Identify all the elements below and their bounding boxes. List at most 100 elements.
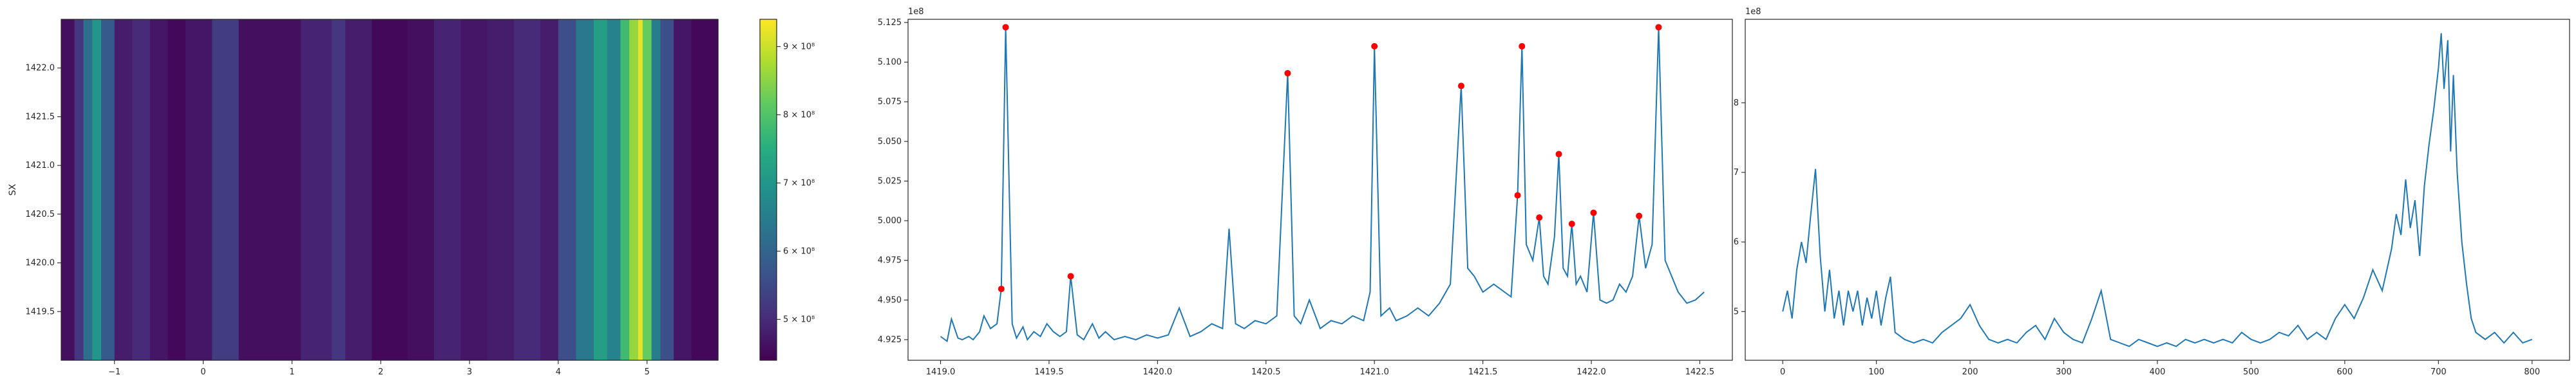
heatmap-column: [61, 19, 75, 360]
heatmap-column: [660, 19, 674, 360]
y-tick-label: 5.125: [878, 18, 902, 28]
peak-marker: [1568, 221, 1575, 227]
y-tick-label: 6: [1734, 237, 1739, 247]
heatmap-x-tick-label: 3: [467, 367, 472, 377]
y-tick-label: 4.925: [878, 335, 902, 345]
heatmap-column: [92, 19, 102, 360]
heatmap-y-tick-label: 1421.5: [26, 112, 55, 122]
heatmap-column: [83, 19, 93, 360]
heatmap-cells: [61, 19, 719, 360]
peak-marker: [1536, 214, 1543, 221]
y-tick-label: 5.050: [878, 137, 902, 147]
index-axes: 0 100 200 300 400 500 600 700 800 5 6 7 8: [1734, 98, 2541, 377]
heatmap-column: [332, 19, 346, 360]
x-tick-label: 200: [1962, 367, 1978, 377]
heatmap-x-axis: −1 0 1 2 3 4 5: [108, 360, 650, 377]
peak-marker: [1514, 192, 1521, 199]
heatmap-column: [114, 19, 133, 360]
heatmap-column: [74, 19, 84, 360]
peak-marker: [1655, 24, 1662, 31]
heatmap-column: [487, 19, 515, 360]
colorbar-gradient: [760, 19, 777, 360]
peak-marker: [1002, 24, 1009, 31]
x-tick-label: 400: [2150, 367, 2166, 377]
heatmap-column: [674, 19, 692, 360]
index-series-line: [1782, 33, 2533, 347]
heatmap-column: [513, 19, 541, 360]
heatmap-y-tick-label: 1422.0: [26, 64, 55, 73]
colorbar-tick-label: 5 × 10⁸: [783, 315, 815, 324]
heatmap-y-tick-label: 1421.0: [26, 161, 55, 170]
x-tick-label: 1422.5: [1685, 367, 1715, 377]
heatmap-y-tick-label: 1419.5: [26, 307, 55, 317]
heatmap-column: [607, 19, 621, 360]
x-tick-label: 700: [2430, 367, 2447, 377]
heatmap-column: [301, 19, 333, 360]
x-tick-label: 500: [2243, 367, 2259, 377]
x-tick-label: 1419.0: [926, 367, 956, 377]
heatmap-x-tick-label: 5: [645, 367, 650, 377]
colorbar-tick-label: 9 × 10⁸: [783, 42, 815, 51]
y-tick-label: 7: [1734, 168, 1739, 178]
peak-marker: [1519, 42, 1526, 50]
heatmap-column: [212, 19, 240, 360]
peak-marker: [1284, 69, 1291, 77]
heatmap-column: [149, 19, 169, 360]
heatmap-x-tick-label: 2: [378, 367, 383, 377]
heatmap-column: [460, 19, 488, 360]
y-tick-label: 5.100: [878, 58, 902, 68]
heatmap-x-tick-label: 1: [289, 367, 294, 377]
x-tick-label: 1421.0: [1359, 367, 1389, 377]
heatmap-column: [167, 19, 186, 360]
heatmap-column: [642, 19, 652, 360]
heatmap-column: [185, 19, 213, 360]
peaks-series-line: [940, 27, 1705, 343]
heatmap-column: [372, 19, 408, 360]
x-tick-label: 100: [1868, 367, 1884, 377]
heatmap-column: [407, 19, 435, 360]
peak-marker: [1590, 209, 1597, 216]
heatmap-x-tick-label: 4: [556, 367, 561, 377]
x-tick-label: 300: [2056, 367, 2072, 377]
peak-marker: [1371, 42, 1378, 50]
x-tick-label: 800: [2524, 367, 2540, 377]
x-tick-label: 1421.5: [1468, 367, 1498, 377]
peak-markers: [998, 24, 1662, 293]
heatmap-y-tick-label: 1420.0: [26, 259, 55, 268]
x-tick-label: 1422.0: [1577, 367, 1606, 377]
y-tick-label: 5.075: [878, 97, 902, 107]
colorbar-frame: [759, 19, 777, 361]
colorbar-tick-label: 8 × 10⁸: [783, 110, 815, 120]
index-line-panel: 1e8 0 100 200 300 400 500 600 700 800 5 6 7 8: [1734, 7, 2570, 377]
heatmap-y-axis: 1419.5 1420.0 1420.5 1421.0 1421.5 1422.0: [26, 64, 61, 317]
y-tick-label: 5.000: [878, 216, 902, 226]
y-tick-label: 5: [1734, 307, 1739, 317]
x-tick-label: 1420.0: [1143, 367, 1173, 377]
heatmap-column: [620, 19, 630, 360]
y-tick-label: 4.950: [878, 295, 902, 305]
heatmap-column: [638, 19, 643, 360]
x-tick-label: 600: [2336, 367, 2353, 377]
peaks-offset-text: 1e8: [908, 7, 924, 17]
peak-marker: [1636, 212, 1643, 219]
index-frame: [1745, 19, 2570, 361]
y-tick-label: 4.975: [878, 256, 902, 266]
heatmap-column: [576, 19, 594, 360]
y-tick-label: 8: [1734, 98, 1739, 108]
heatmap-column: [558, 19, 577, 360]
colorbar-tick-label: 7 × 10⁸: [783, 178, 815, 188]
peak-marker: [1555, 151, 1562, 158]
colorbar-tick-label: 6 × 10⁸: [783, 246, 815, 256]
peak-marker: [1067, 273, 1074, 280]
colorbar: 5 × 10⁸ 6 × 10⁸ 7 × 10⁸ 8 × 10⁸ 9 × 10⁸: [759, 19, 815, 361]
heatmap-column: [594, 19, 608, 360]
peaks-line-panel: 1e8 1419.0 1419.5 1420.0 1420.5 1421.0 1421.5…: [878, 7, 1733, 377]
peak-marker: [998, 286, 1005, 293]
peaks-axes: 1419.0 1419.5 1420.0 1420.5 1421.0 1421.5 1422…: [878, 18, 1714, 377]
heatmap-x-tick-label: −1: [108, 367, 120, 377]
heatmap-column: [540, 19, 559, 360]
heatmap-panel: −1 0 1 2 3 4 5 1419.51420.01420.51421.01421.51…: [8, 19, 719, 377]
heatmap-x-tick-label: 0: [200, 367, 205, 377]
peak-marker: [1457, 82, 1464, 89]
